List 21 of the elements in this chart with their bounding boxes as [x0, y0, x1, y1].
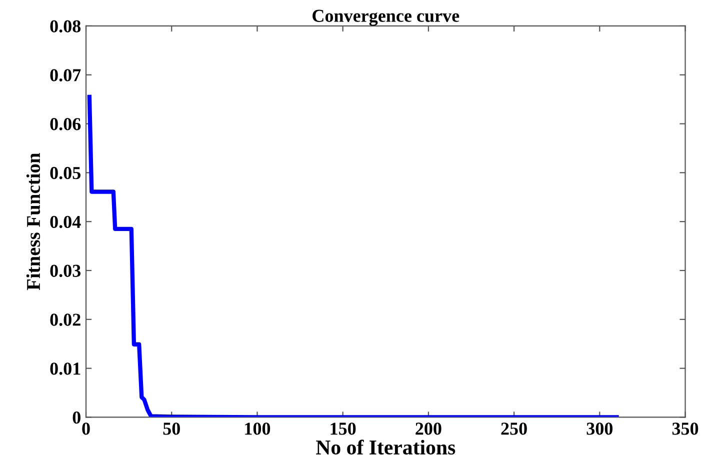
x-tick-label: 300 — [586, 422, 613, 435]
x-axis-title: No of Iterations — [316, 440, 456, 455]
y-tick-label: 0.01 — [50, 362, 80, 375]
x-tick-label: 0 — [82, 422, 90, 435]
y-tick-label: 0.05 — [50, 166, 80, 180]
x-tick-label: 250 — [501, 422, 527, 435]
y-tick-label: 0.03 — [50, 264, 81, 278]
y-tick-label: 0.02 — [50, 314, 80, 326]
y-axis-title: Fitness Function — [26, 153, 40, 290]
y-tick-label: 0 — [72, 411, 80, 424]
y-tick-label: 0.07 — [50, 69, 81, 82]
x-tick-label: 200 — [416, 422, 442, 435]
x-tick-label: 350 — [672, 422, 698, 435]
x-tick-label: 150 — [330, 422, 356, 435]
chart-title: Convergence curve — [312, 10, 460, 26]
line-series — [87, 94, 619, 418]
y-tick-label: 0.06 — [50, 118, 81, 130]
y-tick-label: 0.08 — [50, 20, 81, 32]
x-tick-label: 50 — [163, 422, 180, 435]
x-tick-label: 100 — [245, 422, 270, 435]
y-tick-label: 0.04 — [50, 216, 81, 228]
